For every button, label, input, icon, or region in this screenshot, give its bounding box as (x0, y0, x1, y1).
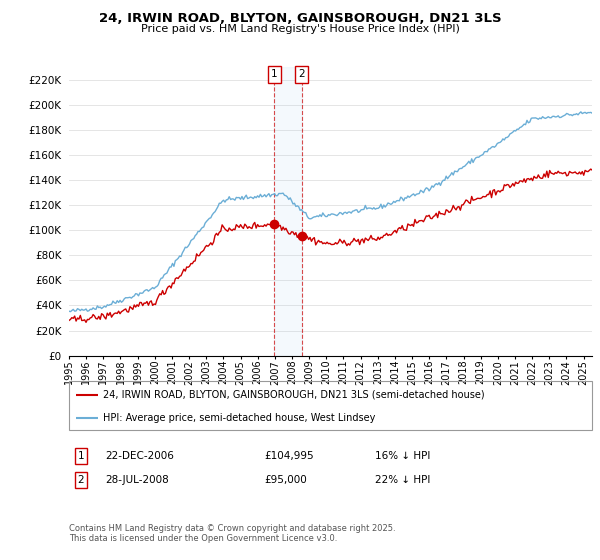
Text: 24, IRWIN ROAD, BLYTON, GAINSBOROUGH, DN21 3LS (semi-detached house): 24, IRWIN ROAD, BLYTON, GAINSBOROUGH, DN… (103, 390, 485, 400)
Text: Contains HM Land Registry data © Crown copyright and database right 2025.
This d: Contains HM Land Registry data © Crown c… (69, 524, 395, 543)
Text: 28-JUL-2008: 28-JUL-2008 (105, 475, 169, 485)
Text: 2: 2 (77, 475, 85, 485)
Text: 16% ↓ HPI: 16% ↓ HPI (375, 451, 430, 461)
Text: 22-DEC-2006: 22-DEC-2006 (105, 451, 174, 461)
Bar (274, 67, 302, 356)
Text: HPI: Average price, semi-detached house, West Lindsey: HPI: Average price, semi-detached house,… (103, 413, 376, 423)
Text: £104,995: £104,995 (264, 451, 314, 461)
Text: 22% ↓ HPI: 22% ↓ HPI (375, 475, 430, 485)
Text: 2: 2 (298, 69, 305, 80)
Text: 24, IRWIN ROAD, BLYTON, GAINSBOROUGH, DN21 3LS: 24, IRWIN ROAD, BLYTON, GAINSBOROUGH, DN… (98, 12, 502, 25)
Text: £95,000: £95,000 (264, 475, 307, 485)
Text: Price paid vs. HM Land Registry's House Price Index (HPI): Price paid vs. HM Land Registry's House … (140, 24, 460, 34)
Text: 1: 1 (271, 69, 277, 80)
Text: 1: 1 (77, 451, 85, 461)
